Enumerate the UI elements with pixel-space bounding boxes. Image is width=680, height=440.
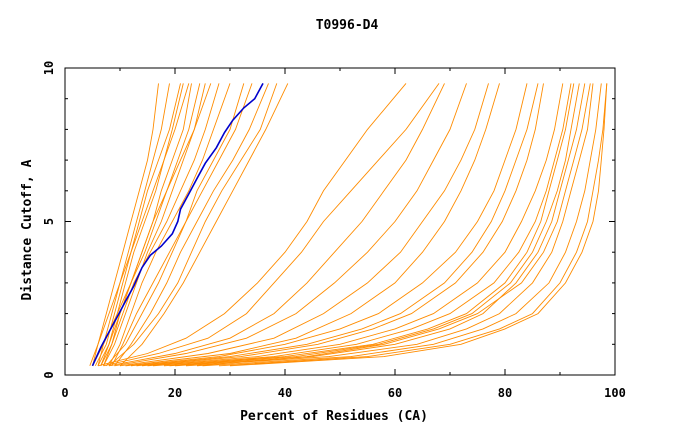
x-axis-label: Percent of Residues (CA) — [240, 409, 428, 424]
series-line-26 — [163, 83, 575, 367]
x-tick-label: 100 — [604, 386, 626, 400]
series-line-23 — [130, 83, 528, 367]
series-line-31 — [196, 83, 591, 367]
series-line-35 — [169, 83, 580, 367]
series-line-28 — [185, 83, 594, 367]
y-tick-label: 0 — [42, 371, 56, 378]
series-line-13 — [105, 83, 253, 367]
series-line-29 — [202, 83, 602, 367]
series-line-30 — [218, 83, 608, 367]
y-tick-label: 5 — [42, 218, 56, 225]
series-line-2 — [97, 83, 170, 366]
series-line-25 — [147, 83, 564, 367]
y-axis-label: Distance Cutoff, A — [20, 159, 35, 300]
axis-layer: 0 20 40 60 80 100 0 5 10 — [42, 61, 626, 400]
x-tick-label: 0 — [61, 386, 68, 400]
series-layer — [89, 83, 608, 367]
series-line-34 — [229, 83, 608, 367]
series-line-21 — [119, 83, 489, 367]
x-tick-label: 60 — [388, 386, 402, 400]
series-line-22 — [125, 83, 500, 367]
series-line-4 — [100, 83, 184, 366]
series-line-27 — [174, 83, 586, 367]
series-line-16 — [119, 83, 289, 367]
series-line-12 — [111, 83, 245, 367]
x-tick-label: 20 — [168, 386, 182, 400]
series-line-19 — [108, 83, 445, 367]
series-line-14 — [114, 83, 269, 367]
x-tick-label: 80 — [498, 386, 512, 400]
series-line-3 — [94, 83, 181, 367]
series-line-32 — [152, 83, 572, 367]
series-line-24 — [141, 83, 544, 367]
series-line-7 — [97, 83, 201, 367]
series-line-11 — [108, 83, 231, 367]
series-line-6 — [89, 83, 190, 366]
series-line-33 — [136, 83, 539, 367]
chart-title: T0996-D4 — [316, 18, 379, 33]
series-line-17 — [97, 83, 407, 367]
series-line-10 — [100, 83, 220, 367]
x-tick-label: 40 — [278, 386, 292, 400]
series-line-15 — [108, 83, 278, 367]
series-line-18 — [103, 83, 440, 367]
series-line-1 — [92, 83, 159, 366]
series-line-8 — [103, 83, 206, 367]
highlight-series-line — [91, 83, 264, 367]
series-line-9 — [92, 83, 212, 367]
series-line-20 — [114, 83, 467, 367]
y-tick-label: 10 — [42, 61, 56, 75]
